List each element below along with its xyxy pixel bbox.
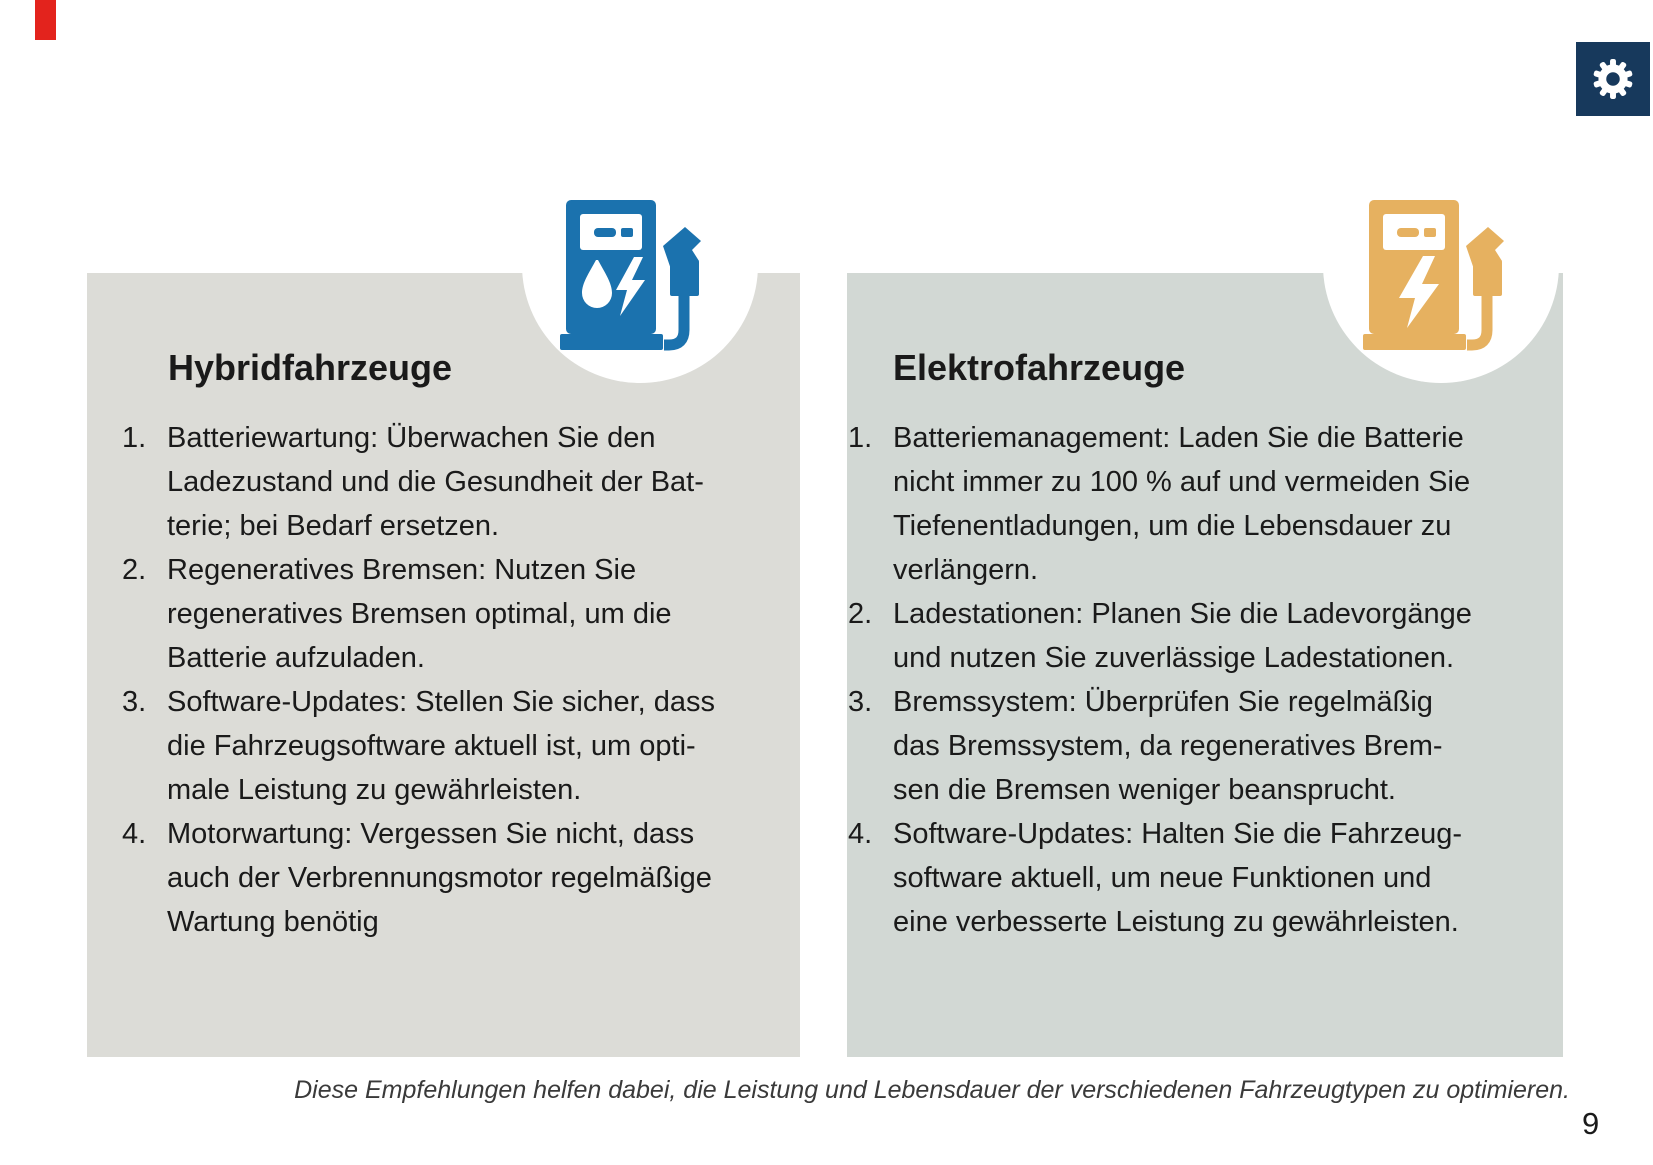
electric-list: 1. Batteriemanagement: Laden Sie die Bat…: [848, 416, 1548, 944]
footer-caption: Diese Empfehlungen helfen dabei, die Lei…: [294, 1076, 1570, 1104]
list-item: 1. Batteriemanagement: Laden Sie die Bat…: [848, 416, 1548, 592]
list-item-number: 4.: [122, 818, 147, 850]
gear-icon: [1593, 59, 1633, 99]
list-item-text: Regeneratives Bremsen: Nutzen Sie regene…: [167, 554, 672, 674]
hybrid-fuel-pump-icon: [560, 200, 701, 351]
list-item-text: Batteriemanagement: Laden Sie die Batter…: [893, 422, 1471, 586]
list-item: 3. Software-Updates: Stellen Sie sicher,…: [122, 680, 782, 812]
list-item-text: Software-Updates: Stellen Sie sicher, da…: [167, 686, 716, 806]
hybrid-list: 1. Batteriewartung: Überwachen Sie den L…: [122, 416, 782, 944]
list-item: 1. Batteriewartung: Überwachen Sie den L…: [122, 416, 782, 548]
list-item-number: 2.: [848, 598, 873, 630]
hybrid-card: [87, 273, 800, 1057]
ev-charging-station-icon: [1363, 200, 1504, 351]
list-item: 2. Regeneratives Bremsen: Nutzen Sie reg…: [122, 548, 782, 680]
red-accent-bar: [35, 0, 56, 40]
list-item-text: Software-Updates: Halten Sie die Fahrzeu…: [893, 818, 1463, 938]
list-item-number: 1.: [848, 422, 873, 454]
list-item: 2. Ladestationen: Planen Sie die Ladevor…: [848, 592, 1548, 680]
list-item: 4. Motorwartung: Vergessen Sie nicht, da…: [122, 812, 782, 944]
list-item-number: 4.: [848, 818, 873, 850]
settings-badge: [1576, 42, 1650, 116]
list-item-number: 3.: [848, 686, 873, 718]
list-item-number: 1.: [122, 422, 147, 454]
electric-card: [847, 273, 1563, 1057]
list-item-number: 3.: [122, 686, 147, 718]
list-item: 3. Bremssystem: Überprüfen Sie regelmäßi…: [848, 680, 1548, 812]
electric-card-title: Elektrofahrzeuge: [893, 347, 1186, 388]
list-item: 4. Software-Updates: Halten Sie die Fahr…: [848, 812, 1548, 944]
page-number: 9: [1582, 1106, 1600, 1141]
list-item-text: Ladestationen: Planen Sie die Ladevorgän…: [893, 598, 1472, 674]
hybrid-card-title: Hybridfahrzeuge: [168, 347, 453, 388]
list-item-number: 2.: [122, 554, 147, 586]
list-item-text: Bremssystem: Überprüfen Sie regelmäßig d…: [893, 686, 1443, 806]
list-item-text: Motorwartung: Vergessen Sie nicht, dass …: [167, 818, 712, 938]
list-item-text: Batteriewartung: Überwachen Sie den Lade…: [167, 422, 704, 542]
